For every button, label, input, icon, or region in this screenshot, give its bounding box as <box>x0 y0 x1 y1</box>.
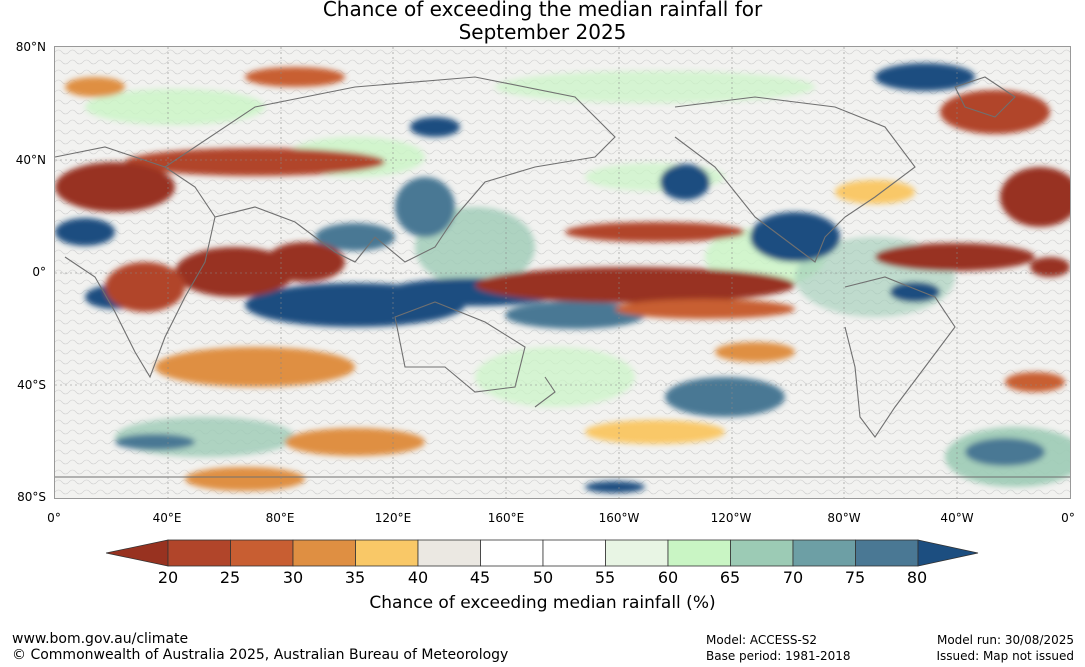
map-title: Chance of exceeding the median rainfall … <box>0 0 1085 44</box>
probability-field <box>55 63 1070 493</box>
rainfall-map-canvas <box>55 47 1070 498</box>
issued-text: Issued: Map not issued <box>936 649 1074 663</box>
colorbar-tick-60: 60 <box>657 568 679 587</box>
lon-label-160w: 160°W <box>598 511 640 525</box>
colorbar-cell <box>855 539 919 567</box>
colorbar-tick-55: 55 <box>594 568 616 587</box>
colorbar-cell <box>230 539 294 567</box>
lon-label-40e: 40°E <box>152 511 182 525</box>
colorbar-cell <box>730 539 794 567</box>
lon-label-120w: 120°W <box>710 511 752 525</box>
colorbar-tick-25: 25 <box>219 568 241 587</box>
colorbar-svg <box>105 539 979 567</box>
graticule <box>55 47 1070 498</box>
colorbar-cell <box>417 539 481 567</box>
coastlines <box>55 76 1070 478</box>
colorbar-tick-75: 75 <box>844 568 866 587</box>
lon-label-0-end: 0° <box>1061 511 1075 525</box>
title-line-2: September 2025 <box>458 20 627 44</box>
colorbar-tick-35: 35 <box>344 568 366 587</box>
colorbar-tick-45: 45 <box>469 568 491 587</box>
colorbar-title: Chance of exceeding median rainfall (%) <box>369 593 716 613</box>
colorbar-above-triangle <box>917 539 979 567</box>
model-run-text: Model run: 30/08/2025 <box>936 633 1074 647</box>
colorbar-cell <box>480 539 544 567</box>
lat-label-80s: 80°S <box>17 490 46 504</box>
lon-label-80w: 80°W <box>827 511 861 525</box>
website-text: www.bom.gov.au/climate <box>12 631 189 647</box>
lat-label-40s: 40°S <box>17 378 46 392</box>
colorbar-tick-30: 30 <box>282 568 304 587</box>
lat-label-40n: 40°N <box>15 153 46 167</box>
colorbar-tick-80: 80 <box>906 568 928 587</box>
colorbar-tick-20: 20 <box>157 568 179 587</box>
lon-label-0: 0° <box>47 511 61 525</box>
colorbar-cell <box>167 539 231 567</box>
colorbar-below-triangle <box>105 539 169 567</box>
colorbar-tick-50: 50 <box>532 568 554 587</box>
lon-label-120e: 120°E <box>374 511 412 525</box>
copyright-text: © Commonwealth of Australia 2025, Austra… <box>12 647 509 663</box>
lon-label-80e: 80°E <box>265 511 295 525</box>
model-text: Model: ACCESS-S2 <box>706 633 818 647</box>
title-line-1: Chance of exceeding the median rainfall … <box>322 0 763 21</box>
colorbar-cell <box>792 539 856 567</box>
colorbar-cell <box>667 539 731 567</box>
base-period-text: Base period: 1981-2018 <box>706 649 851 663</box>
colorbar-tick-65: 65 <box>719 568 741 587</box>
colorbar-tick-70: 70 <box>782 568 804 587</box>
rainfall-map <box>54 46 1071 499</box>
lat-label-80n: 80°N <box>15 40 46 54</box>
lon-label-40w: 40°W <box>940 511 974 525</box>
colorbar-cell <box>542 539 606 567</box>
colorbar-tick-40: 40 <box>407 568 429 587</box>
lon-label-160e: 160°E <box>487 511 525 525</box>
colorbar-cells <box>167 539 919 567</box>
colorbar-cell <box>292 539 356 567</box>
colorbar-cell <box>355 539 419 567</box>
colorbar-cell <box>605 539 669 567</box>
colorbar <box>105 539 981 571</box>
lat-label-equator: 0° <box>32 265 46 279</box>
